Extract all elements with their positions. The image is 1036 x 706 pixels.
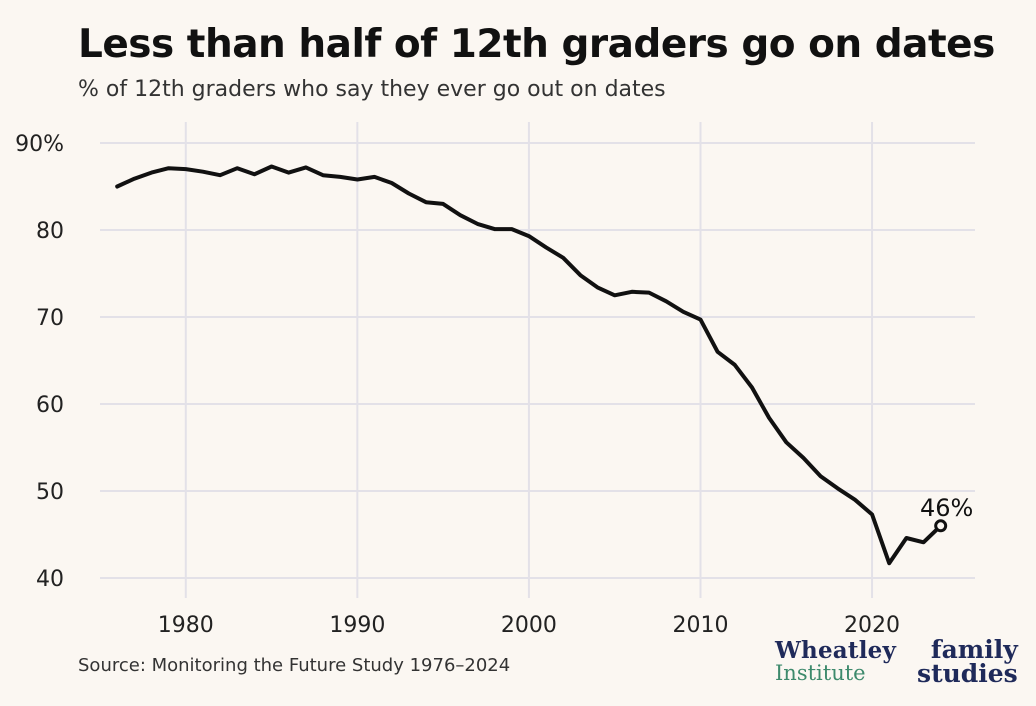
- x-tick-label: 2020: [844, 613, 900, 638]
- x-tick-label: 2010: [672, 613, 728, 638]
- y-tick-label: 60: [36, 393, 64, 418]
- x-tick-label: 1990: [329, 613, 385, 638]
- wheatley-logo-line1: Wheatley: [775, 637, 897, 664]
- y-tick-label: 90%: [15, 132, 64, 157]
- wheatley-logo-line2: Institute: [775, 661, 866, 685]
- series-line: [115, 164, 943, 566]
- end-value-label: 46%: [920, 494, 973, 522]
- x-tick-label: 2000: [501, 613, 557, 638]
- line-chart: 40 50 60 70 80 90% 1980 1990 2000 2010 2020 46%: [15, 122, 975, 638]
- chart-title: Less than half of 12th graders go on dat…: [78, 22, 995, 67]
- y-axis-ticks: 40 50 60 70 80 90%: [15, 132, 64, 592]
- x-tick-label: 1980: [158, 613, 214, 638]
- end-point-marker: [934, 519, 948, 533]
- x-axis-ticks: 1980 1990 2000 2010 2020: [158, 613, 900, 638]
- family-studies-logo-line2: studies: [917, 659, 1018, 688]
- y-tick-label: 40: [36, 567, 64, 592]
- source-note: Source: Monitoring the Future Study 1976…: [78, 655, 511, 676]
- y-tick-label: 80: [36, 219, 64, 244]
- annotations: 46%: [920, 494, 973, 533]
- series: [115, 164, 943, 566]
- family-studies-logo: family studies: [905, 635, 1018, 688]
- grid: [100, 122, 975, 598]
- family-studies-logo-line1: family: [930, 635, 1018, 664]
- wheatley-institute-logo: Wheatley Institute: [775, 637, 897, 685]
- chart-subtitle: % of 12th graders who say they ever go o…: [78, 77, 666, 102]
- y-tick-label: 70: [36, 306, 64, 331]
- y-tick-label: 50: [36, 480, 64, 505]
